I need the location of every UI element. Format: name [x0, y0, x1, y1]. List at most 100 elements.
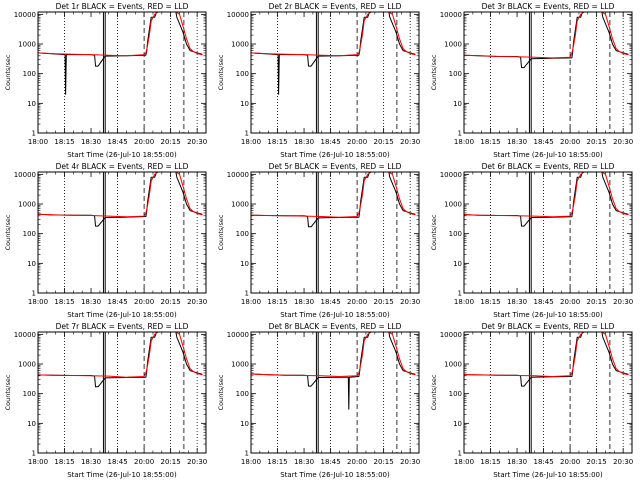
x-tick-label: 20:00: [134, 298, 154, 306]
x-tick-label: 18:45: [107, 138, 127, 146]
y-tick-label: 100: [23, 230, 36, 238]
x-tick-label: 20:15: [161, 298, 181, 306]
x-tick-label: 20:30: [613, 138, 633, 146]
x-tick-label: 20:15: [374, 138, 394, 146]
y-tick-label: 1000: [444, 41, 462, 49]
panel-title: Det 5r BLACK = Events, RED = LLD: [269, 162, 402, 171]
x-tick-label: 18:15: [267, 458, 287, 466]
y-tick-label: 100: [236, 230, 249, 238]
y-tick-label: 1000: [231, 361, 249, 369]
series-events-line: [37, 331, 203, 388]
x-tick-label: 20:15: [374, 458, 394, 466]
y-tick-label: 10000: [227, 331, 249, 339]
x-tick-label: 20:30: [400, 458, 420, 466]
x-tick-label: 20:00: [560, 298, 580, 306]
series-lld-line: [250, 171, 416, 218]
y-tick-label: 1000: [231, 201, 249, 209]
x-tick-label: 18:30: [81, 298, 101, 306]
y-axis-label: Counts/sec: [217, 374, 225, 410]
y-axis-label: Counts/sec: [430, 214, 438, 250]
panel-det-7r: Det 7r BLACK = Events, RED = LLD Counts/s…: [4, 322, 207, 479]
plot-frame: [250, 171, 420, 294]
y-tick-label: 10000: [14, 11, 36, 19]
x-axis-label: Start Time (26-Jul-10 18:55:00): [67, 311, 177, 319]
x-tick-label: 18:15: [480, 458, 500, 466]
x-tick-label: 18:15: [54, 458, 74, 466]
panel-det-9r: Det 9r BLACK = Events, RED = LLD Counts/s…: [430, 322, 633, 479]
x-tick-label: 18:00: [241, 138, 261, 146]
x-tick-label: 20:00: [134, 458, 154, 466]
x-tick-label: 18:00: [241, 298, 261, 306]
x-tick-label: 18:45: [533, 138, 553, 146]
x-tick-label: 20:00: [560, 458, 580, 466]
y-tick-label: 100: [23, 390, 36, 398]
x-tick-label: 18:15: [480, 138, 500, 146]
y-tick-label: 10: [27, 260, 36, 268]
x-tick-label: 20:00: [347, 298, 367, 306]
plot-frame: [463, 331, 633, 454]
y-tick-label: 1: [245, 130, 249, 138]
y-axis-label: Counts/sec: [4, 214, 12, 250]
series-lld-line: [37, 171, 203, 218]
x-tick-label: 18:15: [267, 138, 287, 146]
y-tick-label: 10: [240, 260, 249, 268]
panel-title: Det 9r BLACK = Events, RED = LLD: [482, 322, 615, 331]
x-axis-label: Start Time (26-Jul-10 18:55:00): [280, 311, 390, 319]
y-tick-label: 10000: [440, 171, 462, 179]
series-lld-line: [250, 11, 416, 57]
y-tick-label: 10000: [440, 331, 462, 339]
x-tick-label: 20:15: [161, 138, 181, 146]
series-events-line: [463, 331, 629, 387]
y-tick-label: 10: [27, 100, 36, 108]
x-axis-label: Start Time (26-Jul-10 18:55:00): [493, 151, 603, 159]
x-tick-label: 18:45: [533, 298, 553, 306]
x-tick-label: 18:45: [320, 458, 340, 466]
y-tick-label: 1000: [18, 361, 36, 369]
series-lld-line: [463, 11, 629, 59]
x-tick-label: 20:30: [187, 138, 207, 146]
panel-det-8r: Det 8r BLACK = Events, RED = LLD Counts/s…: [217, 322, 420, 479]
y-tick-label: 1: [245, 450, 249, 458]
y-tick-label: 1: [458, 450, 462, 458]
series-lld-line: [37, 331, 203, 378]
x-tick-label: 18:15: [267, 298, 287, 306]
y-tick-label: 10000: [227, 11, 249, 19]
x-tick-label: 18:45: [107, 298, 127, 306]
y-tick-label: 10000: [227, 171, 249, 179]
x-tick-label: 20:00: [347, 138, 367, 146]
x-tick-label: 18:30: [507, 458, 527, 466]
y-tick-label: 1: [458, 130, 462, 138]
x-tick-label: 20:15: [374, 298, 394, 306]
x-tick-label: 20:15: [161, 458, 181, 466]
y-axis-label: Counts/sec: [4, 54, 12, 90]
x-tick-label: 20:00: [347, 458, 367, 466]
y-tick-label: 1000: [444, 201, 462, 209]
y-axis-label: Counts/sec: [217, 214, 225, 250]
y-tick-label: 100: [449, 230, 462, 238]
y-axis-label: Counts/sec: [217, 54, 225, 90]
x-tick-label: 20:30: [187, 458, 207, 466]
y-tick-label: 1: [458, 290, 462, 298]
plot-frame: [37, 11, 207, 134]
y-tick-label: 1000: [231, 41, 249, 49]
y-tick-label: 10: [453, 260, 462, 268]
x-tick-label: 18:45: [107, 458, 127, 466]
y-tick-label: 100: [449, 390, 462, 398]
panel-title: Det 6r BLACK = Events, RED = LLD: [482, 162, 615, 171]
x-tick-label: 18:30: [294, 138, 314, 146]
y-tick-label: 10: [27, 420, 36, 428]
x-tick-label: 18:15: [54, 298, 74, 306]
series-events-line: [463, 171, 629, 227]
x-tick-label: 20:00: [560, 138, 580, 146]
x-tick-label: 20:00: [134, 138, 154, 146]
y-tick-label: 1: [32, 290, 36, 298]
x-tick-label: 18:30: [507, 138, 527, 146]
y-axis-label: Counts/sec: [430, 54, 438, 90]
y-tick-label: 100: [236, 70, 249, 78]
y-tick-label: 100: [23, 70, 36, 78]
x-tick-label: 18:30: [507, 298, 527, 306]
y-tick-label: 10: [453, 420, 462, 428]
x-tick-label: 18:00: [28, 458, 48, 466]
series-events-line: [250, 331, 416, 410]
